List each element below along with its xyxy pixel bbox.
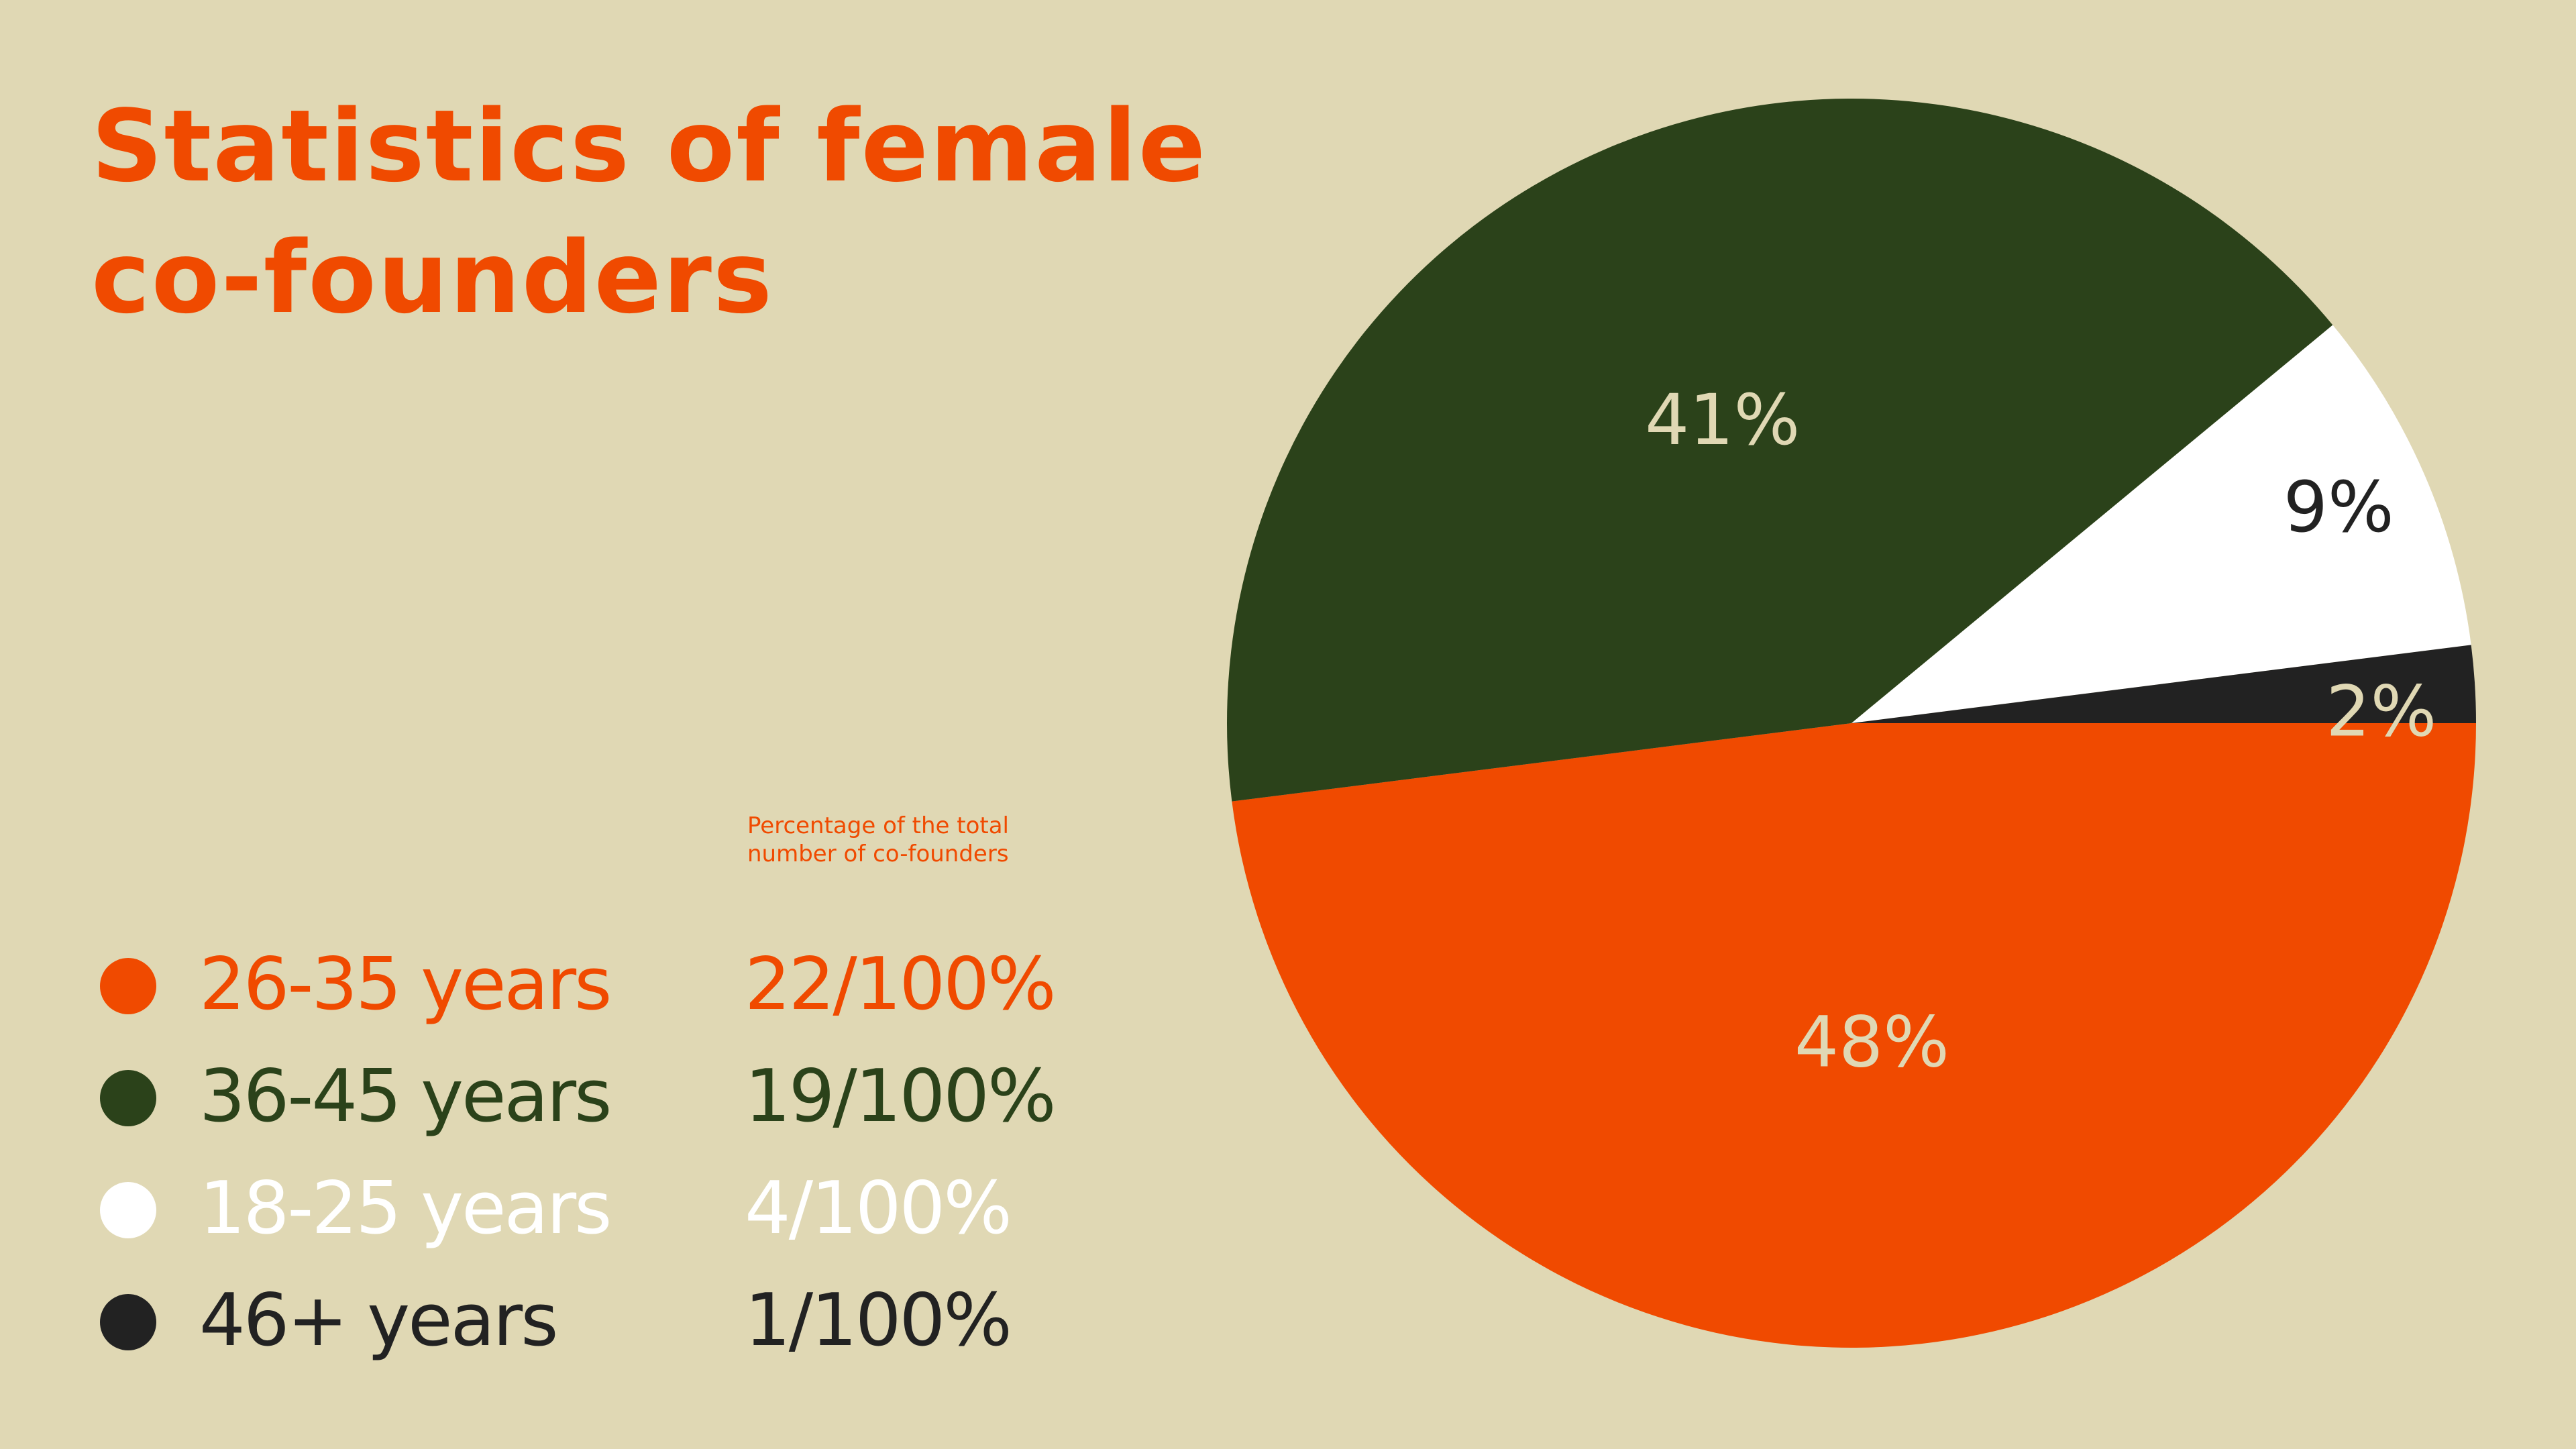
legend-marker bbox=[100, 1294, 156, 1350]
legend-marker bbox=[100, 958, 156, 1014]
slice-label: 9% bbox=[2284, 466, 2394, 548]
legend-header: Percentage of the total number of co-fou… bbox=[747, 812, 1010, 867]
legend-label: 46+ years bbox=[199, 1279, 556, 1362]
pie-slice bbox=[1232, 723, 2476, 1348]
legend-value: 22/100% bbox=[745, 943, 1055, 1026]
chart-title: Statistics of female co-founders bbox=[91, 89, 1208, 335]
pie-slice bbox=[1226, 98, 2333, 802]
slice-label: 41% bbox=[1645, 379, 1800, 461]
legend-label: 36-45 years bbox=[199, 1055, 610, 1138]
legend-value: 4/100% bbox=[745, 1167, 1010, 1250]
pie-slice bbox=[1851, 325, 2471, 724]
legend-marker bbox=[100, 1070, 156, 1126]
legend-marker bbox=[100, 1182, 156, 1238]
legend-value: 19/100% bbox=[745, 1055, 1055, 1138]
legend-label: 26-35 years bbox=[199, 943, 610, 1026]
pie-slice bbox=[1851, 645, 2476, 723]
slice-label: 48% bbox=[1794, 1001, 1949, 1083]
legend-value: 1/100% bbox=[745, 1279, 1010, 1362]
slice-label: 2% bbox=[2326, 671, 2436, 753]
legend-label: 18-25 years bbox=[199, 1167, 610, 1250]
